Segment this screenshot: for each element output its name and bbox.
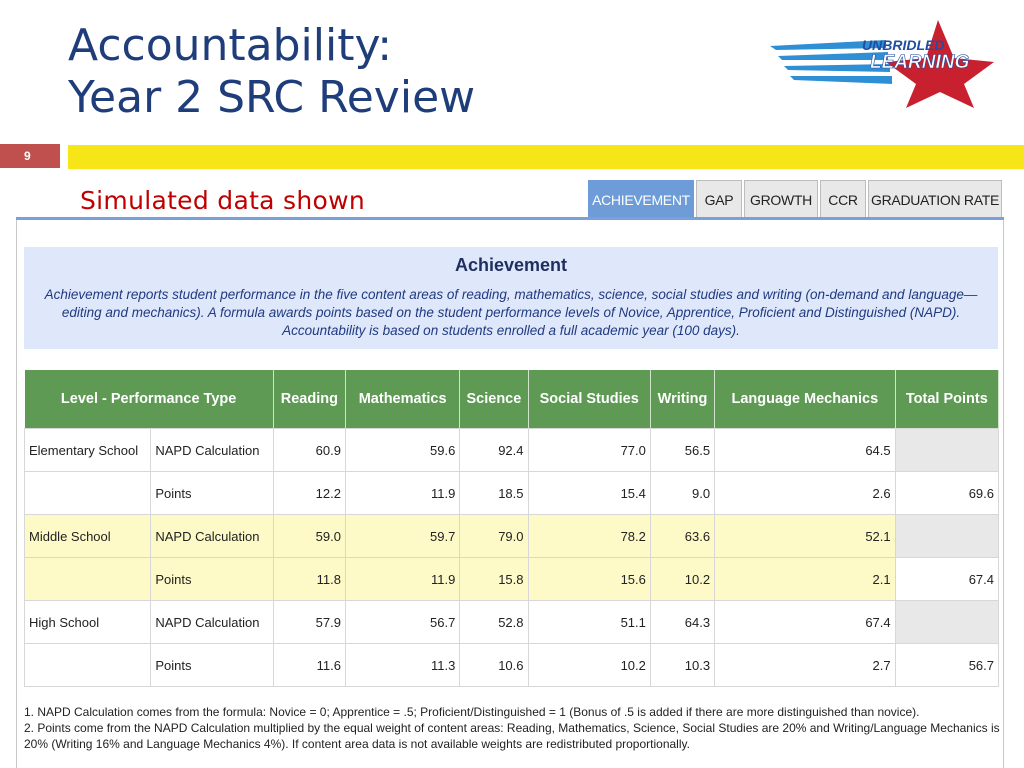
total-cell: 67.4 xyxy=(894,557,1000,601)
tab-graduation-rate[interactable]: GRADUATION RATE xyxy=(868,180,1002,218)
value-cell: 64.3 xyxy=(649,600,716,644)
table-row: Points 11.8 11.9 15.8 15.6 10.2 2.1 67.4 xyxy=(23,557,1000,601)
table-row: Points 12.2 11.9 18.5 15.4 9.0 2.6 69.6 xyxy=(23,471,1000,515)
value-cell: 63.6 xyxy=(649,514,716,558)
slide-title: Accountability: Year 2 SRC Review xyxy=(68,20,475,124)
value-cell: 10.3 xyxy=(649,643,716,687)
value-cell: 56.7 xyxy=(344,600,461,644)
value-cell: 10.2 xyxy=(527,643,651,687)
slide-title-line2: Year 2 SRC Review xyxy=(68,72,476,123)
report-tabs: ACHIEVEMENT GAP GROWTH CCR GRADUATION RA… xyxy=(588,180,1004,218)
table-row: Middle School NAPD Calculation 59.0 59.7… xyxy=(23,514,1000,558)
value-cell: 56.5 xyxy=(649,428,716,472)
footnote-2: 2. Points come from the NAPD Calculation… xyxy=(24,721,1000,751)
type-cell: NAPD Calculation xyxy=(150,514,274,558)
footnote-1: 1. NAPD Calculation comes from the formu… xyxy=(24,705,920,719)
panel-border-left xyxy=(16,220,17,768)
value-cell: 12.2 xyxy=(272,471,346,515)
value-cell: 60.9 xyxy=(272,428,346,472)
table-header-row: Level - Performance Type Reading Mathema… xyxy=(24,370,1000,429)
level-cell-empty xyxy=(23,557,152,601)
type-cell: NAPD Calculation xyxy=(150,600,274,644)
tab-panel-top-border xyxy=(16,217,1004,220)
type-cell: NAPD Calculation xyxy=(150,428,274,472)
achievement-table: Level - Performance Type Reading Mathema… xyxy=(23,370,1000,687)
value-cell: 15.4 xyxy=(527,471,651,515)
value-cell: 10.6 xyxy=(459,643,529,687)
col-header-mathematics: Mathematics xyxy=(345,370,461,429)
value-cell: 52.1 xyxy=(714,514,896,558)
value-cell: 51.1 xyxy=(527,600,651,644)
type-cell: Points xyxy=(150,471,274,515)
type-cell: Points xyxy=(150,557,274,601)
value-cell: 11.9 xyxy=(344,557,461,601)
col-header-level: Level - Performance Type xyxy=(24,370,274,429)
value-cell: 10.2 xyxy=(649,557,716,601)
level-cell: Elementary School xyxy=(23,428,152,472)
tab-growth[interactable]: GROWTH xyxy=(744,180,818,218)
level-cell: Middle School xyxy=(23,514,152,558)
total-cell xyxy=(894,514,1000,558)
value-cell: 15.6 xyxy=(527,557,651,601)
value-cell: 57.9 xyxy=(272,600,346,644)
header-accent-bar xyxy=(68,145,1024,169)
tab-ccr[interactable]: CCR xyxy=(820,180,866,218)
value-cell: 78.2 xyxy=(527,514,651,558)
logo-line1: UNBRIDLED xyxy=(862,37,944,53)
value-cell: 2.7 xyxy=(714,643,896,687)
slide-number: 9 xyxy=(24,149,31,163)
value-cell: 67.4 xyxy=(714,600,896,644)
unbridled-learning-logo: UNBRIDLED LEARNING xyxy=(770,20,994,108)
value-cell: 59.6 xyxy=(344,428,461,472)
panel-border-right xyxy=(1003,220,1004,768)
value-cell: 15.8 xyxy=(459,557,529,601)
table-row: High School NAPD Calculation 57.9 56.7 5… xyxy=(23,600,1000,644)
achievement-description: Achievement reports student performance … xyxy=(44,287,978,338)
col-header-reading: Reading xyxy=(273,370,346,429)
col-header-language-mechanics: Language Mechanics xyxy=(714,370,896,429)
total-cell xyxy=(894,600,1000,644)
total-cell xyxy=(894,428,1000,472)
value-cell: 52.8 xyxy=(459,600,529,644)
type-cell: Points xyxy=(150,643,274,687)
col-header-science: Science xyxy=(459,370,529,429)
col-header-total-points: Total Points xyxy=(895,370,1000,429)
slide-title-line1: Accountability: xyxy=(68,20,393,71)
level-cell-empty xyxy=(23,643,152,687)
tab-achievement[interactable]: ACHIEVEMENT xyxy=(588,180,694,218)
value-cell: 79.0 xyxy=(459,514,529,558)
value-cell: 11.6 xyxy=(272,643,346,687)
level-cell-empty xyxy=(23,471,152,515)
table-row: Points 11.6 11.3 10.6 10.2 10.3 2.7 56.7 xyxy=(23,643,1000,687)
subtitle: Simulated data shown xyxy=(80,186,365,215)
value-cell: 59.7 xyxy=(344,514,461,558)
value-cell: 77.0 xyxy=(527,428,651,472)
value-cell: 9.0 xyxy=(649,471,716,515)
value-cell: 92.4 xyxy=(459,428,529,472)
value-cell: 18.5 xyxy=(459,471,529,515)
value-cell: 2.6 xyxy=(714,471,896,515)
level-cell: High School xyxy=(23,600,152,644)
value-cell: 2.1 xyxy=(714,557,896,601)
total-cell: 69.6 xyxy=(894,471,1000,515)
logo-line2: LEARNING xyxy=(870,52,969,73)
achievement-info-box: Achievement Achievement reports student … xyxy=(24,247,998,349)
table-row: Elementary School NAPD Calculation 60.9 … xyxy=(23,428,1000,472)
value-cell: 64.5 xyxy=(714,428,896,472)
total-cell: 56.7 xyxy=(894,643,1000,687)
slide-number-badge: 9 xyxy=(0,144,60,168)
value-cell: 59.0 xyxy=(272,514,346,558)
footnotes: 1. NAPD Calculation comes from the formu… xyxy=(24,704,1004,752)
tab-gap[interactable]: GAP xyxy=(696,180,742,218)
achievement-heading: Achievement xyxy=(454,255,568,275)
value-cell: 11.3 xyxy=(344,643,461,687)
value-cell: 11.9 xyxy=(344,471,461,515)
value-cell: 11.8 xyxy=(272,557,346,601)
col-header-writing: Writing xyxy=(650,370,716,429)
col-header-social-studies: Social Studies xyxy=(528,370,651,429)
